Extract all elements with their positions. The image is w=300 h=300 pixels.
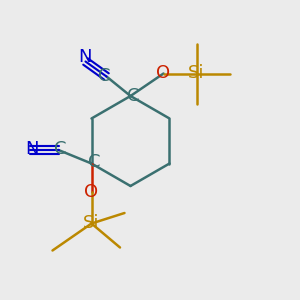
- Text: O: O: [84, 183, 99, 201]
- Text: N: N: [78, 48, 92, 66]
- Text: C: C: [98, 67, 110, 85]
- Text: Si: Si: [83, 214, 100, 232]
- Text: C: C: [127, 87, 139, 105]
- Text: C: C: [54, 140, 66, 158]
- Text: Si: Si: [188, 64, 205, 82]
- Text: C: C: [88, 153, 101, 171]
- Text: O: O: [156, 64, 171, 82]
- Text: N: N: [25, 140, 38, 158]
